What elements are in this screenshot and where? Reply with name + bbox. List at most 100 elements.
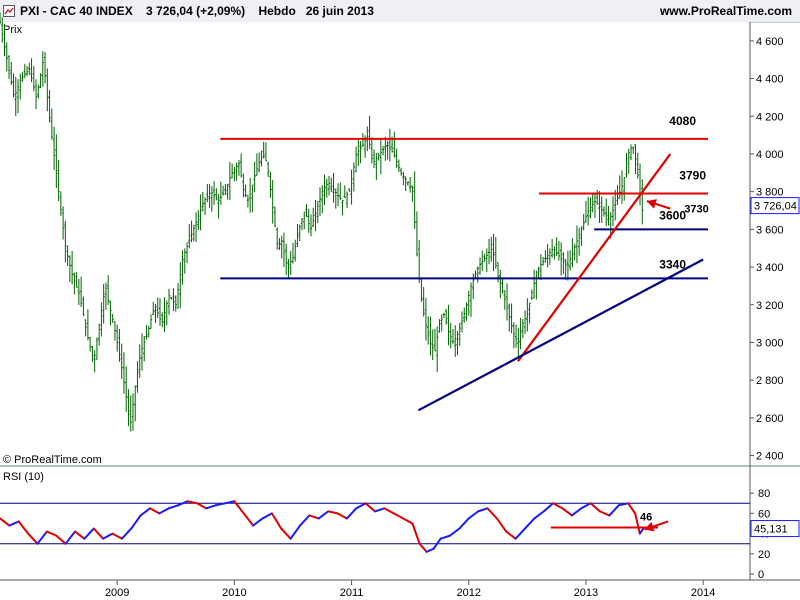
rsi-segment bbox=[186, 500, 198, 505]
rsi-segment bbox=[467, 510, 480, 520]
rsi-segment bbox=[383, 507, 395, 515]
chart-period: Hebdo bbox=[258, 4, 296, 18]
rsi-segment bbox=[533, 510, 545, 520]
rsi-segment bbox=[599, 510, 611, 517]
time-tick-label: 2012 bbox=[457, 587, 481, 599]
price-axis-label: Prix bbox=[3, 24, 22, 36]
rsi-segment bbox=[364, 502, 376, 513]
rsi-segment bbox=[589, 502, 601, 513]
rsi-segment bbox=[449, 527, 461, 537]
rsi-segment bbox=[261, 512, 273, 520]
rsi-line bbox=[0, 500, 645, 553]
rsi-segment bbox=[149, 507, 161, 515]
rsi-segment bbox=[8, 520, 20, 527]
rsi-segment bbox=[280, 527, 292, 540]
price-tick-label: 4 400 bbox=[756, 74, 784, 86]
rsi-annotations: 46 bbox=[550, 512, 669, 532]
rsi-segment bbox=[177, 500, 189, 507]
rsi-segment bbox=[561, 507, 573, 517]
rsi-tick-label: 0 bbox=[758, 569, 764, 581]
rsi-segment bbox=[392, 512, 405, 520]
time-tick-label: 2013 bbox=[574, 587, 598, 599]
rsi-segment bbox=[486, 507, 498, 520]
rsi-segment bbox=[299, 514, 311, 527]
level-label-3600: 3600 bbox=[659, 208, 686, 222]
rsi-tick-label: 60 bbox=[758, 508, 770, 520]
rsi-segment bbox=[242, 512, 255, 527]
time-tick-label: 2010 bbox=[222, 587, 246, 599]
rsi-segment bbox=[139, 507, 151, 517]
arrow-label-3730: 3730 bbox=[684, 204, 708, 216]
price-tick-label: 2 800 bbox=[756, 375, 784, 387]
rsi-segment bbox=[74, 530, 86, 540]
rsi-segment bbox=[233, 500, 245, 515]
price-tick-label: 3 600 bbox=[756, 224, 784, 236]
price-tick-label: 3 200 bbox=[756, 300, 784, 312]
rsi-last-value: 45,131 bbox=[754, 524, 788, 536]
rsi-arrow-head bbox=[644, 521, 655, 532]
rsi-segment bbox=[345, 507, 358, 520]
rsi-segment bbox=[102, 532, 114, 540]
rsi-segment bbox=[195, 502, 208, 510]
rsi-panel-background bbox=[0, 467, 750, 580]
site-url[interactable]: www.ProRealTime.com bbox=[659, 4, 792, 18]
rsi-segment bbox=[64, 530, 76, 545]
rsi-segment bbox=[627, 502, 637, 515]
price-tick-label: 2 600 bbox=[756, 413, 784, 425]
rsi-segment bbox=[120, 527, 133, 540]
rsi-segment bbox=[418, 542, 428, 553]
price-y-axis: 2 400 2 600 2 800 3 000 3 200 3 400 3 600 3 800… bbox=[750, 36, 784, 463]
rsi-segment bbox=[111, 532, 123, 540]
rsi-segment bbox=[167, 504, 180, 510]
rsi-segment bbox=[542, 502, 555, 513]
rsi-segment bbox=[617, 502, 630, 507]
rsi-segment bbox=[477, 507, 489, 513]
rsi-segment bbox=[92, 527, 105, 540]
time-tick-label: 2009 bbox=[105, 587, 129, 599]
rsi-segment bbox=[439, 534, 451, 540]
watermark: © ProRealTime.com bbox=[3, 454, 102, 466]
rsi-segment bbox=[252, 517, 264, 527]
rsi-last-value-tag: 45,131 bbox=[750, 520, 800, 538]
rsi-segment bbox=[317, 510, 330, 520]
price-tick-label: 4 000 bbox=[756, 149, 784, 161]
trendline-resistance bbox=[517, 153, 672, 362]
rsi-segment bbox=[0, 517, 11, 527]
price-tick-label: 3 000 bbox=[756, 337, 784, 349]
rsi-segment bbox=[17, 520, 30, 535]
rsi-segment bbox=[205, 504, 217, 510]
instrument-quote: 3 726,04 (+2,09%) bbox=[146, 4, 246, 18]
price-candles bbox=[0, 12, 644, 432]
rsi-segment bbox=[224, 500, 236, 505]
rsi-segment bbox=[83, 527, 95, 540]
price-tick-label: 3 800 bbox=[756, 187, 784, 199]
instrument-symbol: PXI - CAC 40 INDEX bbox=[20, 4, 133, 18]
instrument-info: PXI - CAC 40 INDEX 3 726,04 (+2,09%) Heb… bbox=[20, 4, 374, 18]
rsi-segment bbox=[214, 502, 226, 507]
rsi-level-label: 46 bbox=[640, 512, 652, 524]
rsi-segment bbox=[36, 530, 48, 545]
rsi-segment bbox=[634, 512, 641, 535]
rsi-segment bbox=[27, 532, 39, 545]
price-arrow-head bbox=[646, 199, 657, 209]
price-tick-label: 4 200 bbox=[756, 111, 784, 123]
rsi-segment bbox=[402, 517, 414, 525]
rsi-segment bbox=[411, 522, 421, 545]
rsi-segment bbox=[638, 527, 645, 535]
rsi-segment bbox=[289, 524, 301, 540]
price-tick-label: 3 400 bbox=[756, 262, 784, 274]
level-label-3790: 3790 bbox=[679, 169, 706, 183]
rsi-segment bbox=[425, 547, 435, 553]
rsi-tick-label: 80 bbox=[758, 488, 770, 500]
rsi-segment bbox=[158, 507, 170, 515]
rsi-segment bbox=[580, 502, 592, 510]
rsi-segment bbox=[552, 502, 564, 510]
level-label-3340: 3340 bbox=[659, 257, 686, 271]
chart-type-icon[interactable] bbox=[3, 5, 15, 17]
chart-date: 26 juin 2013 bbox=[305, 4, 374, 18]
price-last-value-tag: 3 726,04 bbox=[750, 197, 800, 215]
rsi-segment bbox=[308, 514, 320, 520]
rsi-segment bbox=[55, 534, 67, 545]
time-tick-label: 2011 bbox=[340, 587, 364, 599]
